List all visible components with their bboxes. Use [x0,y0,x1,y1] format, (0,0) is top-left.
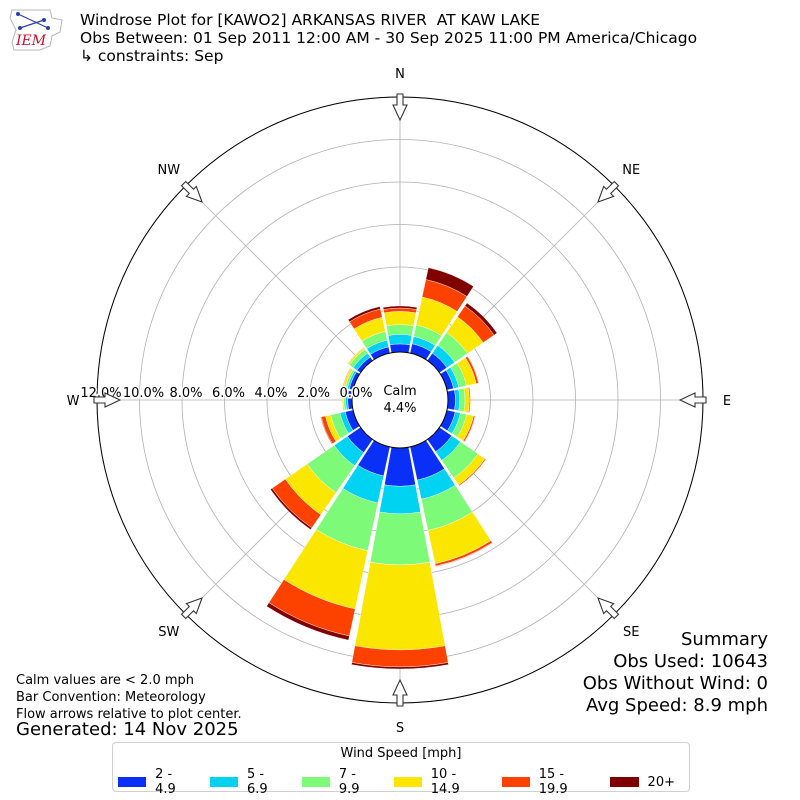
arrow-shape [392,93,408,122]
legend-item: 7 - 9.9 [301,767,380,797]
bar-nnw-bin6 [347,306,381,323]
iem-logo: IEM [9,9,63,51]
bar-s-bin4 [354,561,446,650]
legend-swatch [118,777,147,787]
legend-swatch [301,777,330,787]
legend-label: 7 - 9.9 [338,767,360,797]
summary-heading: Summary [681,629,768,650]
bar-e-bin5 [468,387,471,413]
constraints-line: ↳ constraints: Sep [80,47,224,65]
convention-note: Bar Convention: Meteorology [16,690,206,705]
legend-label: 10 - 14.9 [430,767,460,797]
arrow-shape [597,180,620,203]
bar-w-bin4 [342,389,345,411]
radial-tick-label: 4.0% [254,386,287,401]
legend-label: 15 - 19.9 [538,767,568,797]
legend-swatch [209,777,239,787]
summary-obs-used: Obs Used: 10643 [613,651,768,672]
flow-note: Flow arrows relative to plot center. [16,707,242,722]
bar-e-bin2 [454,388,460,412]
flow-arrow-ne [597,180,620,203]
bar-nne-bin6 [425,267,474,297]
radial-tick-label: 6.0% [212,386,245,401]
logo-text: IEM [15,33,47,49]
calm-label: Calm [383,384,416,399]
bar-ssw-bin6 [266,602,350,641]
bar-sse-bin6 [435,542,493,567]
legend-title: Wind Speed [mph] [340,746,462,761]
legend-item: 15 - 19.9 [501,767,596,797]
legend-label: 20+ [647,774,675,790]
arrow-shape [180,597,203,620]
flow-arrow-s [392,678,408,707]
bar-s-bin1 [384,446,416,487]
bar-wnw-bin5 [342,367,352,389]
arrow-shape [93,392,122,408]
bar-sw-bin6 [270,487,313,530]
bar-nw-bin5 [347,347,365,365]
compass-label-n: N [395,67,405,82]
generated-date: Generated: 14 Nov 2025 [16,719,239,740]
radial-tick-label: 8.0% [169,386,202,401]
bar-ne-bin6 [464,302,498,336]
bar-n-bin4 [383,311,417,327]
bar-n-bin6 [382,305,418,310]
summary-obs-without-wind: Obs Without Wind: 0 [582,673,768,694]
calm-circle [351,351,449,449]
arrow-shape [392,678,408,707]
bar-n-bin3 [386,324,414,336]
arrow-shape [678,392,707,408]
bar-ese-bin6 [464,415,476,443]
legend-swatch [393,777,422,787]
legend: Wind Speed [mph] 2 - 4.9 5 - 6.9 7 - 9.9 10… [112,742,690,797]
legend-item: 10 - 14.9 [393,767,488,797]
compass-label-w: W [67,394,80,409]
radial-tick-label: 2.0% [297,386,330,401]
legend-label: 2 - 4.9 [155,767,176,797]
summary-avg-speed: Avg Speed: 8.9 mph [586,695,768,716]
bar-s-bin2 [379,484,421,514]
compass-label-nw: NW [157,163,180,178]
legend-swatch [609,777,639,787]
legend-items: 2 - 4.9 5 - 6.9 7 - 9.9 10 - 14.9 15 - 19.9 2… [118,767,689,797]
legend-item: 5 - 6.9 [209,767,288,797]
compass-label-ne: NE [622,163,640,178]
flow-arrow-sw [180,597,203,620]
arrow-shape [597,597,620,620]
flow-arrow-n [392,93,408,122]
legend-item: 20+ [609,767,675,797]
flow-arrow-nw [180,180,203,203]
calm-value: 4.4% [383,401,416,416]
bar-e-bin3 [458,388,466,412]
bar-se-bin5 [458,458,487,487]
chart-title: Windrose Plot for [KAWO2] ARKANSAS RIVER… [80,11,541,29]
bar-s-bin3 [370,511,430,566]
legend-item: 2 - 4.9 [118,767,196,797]
flow-arrow-w [93,392,122,408]
compass-label-e: E [723,394,731,409]
flow-arrow-e [678,392,707,408]
chart-subtitle: Obs Between: 01 Sep 2011 12:00 AM - 30 S… [80,29,698,47]
compass-label-se: SE [623,625,639,640]
arrow-shape [180,180,203,203]
bar-n-bin1 [389,343,411,354]
legend-label: 5 - 6.9 [247,767,268,797]
flow-arrow-se [597,597,620,620]
compass-label-sw: SW [158,625,179,640]
compass-label-s: S [396,721,404,736]
bar-wsw-bin6 [320,416,333,445]
bar-s-bin6 [351,662,449,670]
legend-swatch [501,777,530,787]
radial-tick-label: 0.0% [339,386,372,401]
grid-spoke [185,185,367,367]
radial-tick-label: 10.0% [123,386,164,401]
bar-ene-bin6 [467,355,480,384]
calm-note: Calm values are < 2.0 mph [16,673,195,688]
bar-n-bin2 [387,334,413,346]
